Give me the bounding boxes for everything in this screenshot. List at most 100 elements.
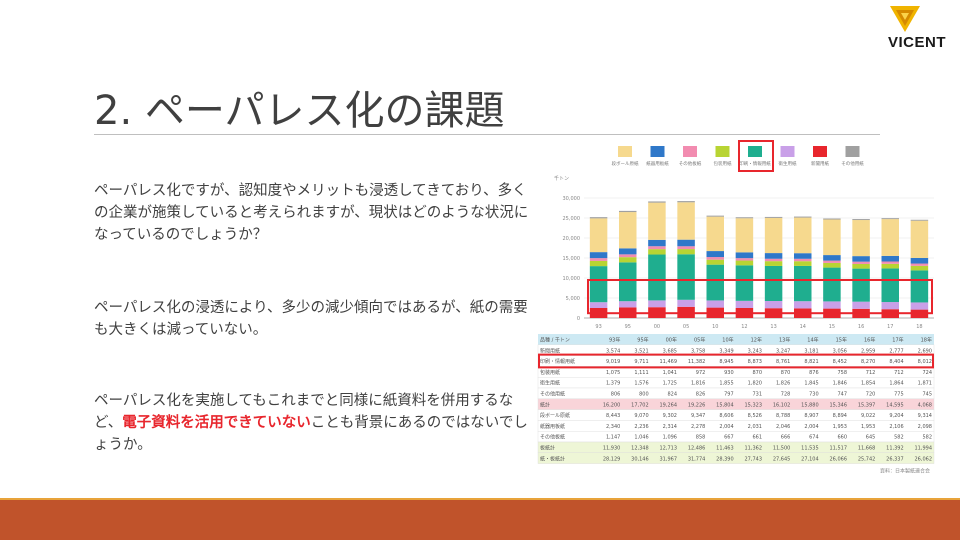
bar-segment xyxy=(735,252,754,259)
bar-segment xyxy=(648,246,666,250)
table-cell: 1,111 xyxy=(634,370,648,376)
table-cell: 11,469 xyxy=(660,359,678,365)
legend-label: 印刷・情報用紙 xyxy=(739,160,771,167)
bar-segment xyxy=(910,265,929,271)
table-cell: 28,390 xyxy=(716,456,734,462)
bar-segment xyxy=(706,251,724,258)
x-tick-label: 15 xyxy=(829,324,835,330)
table-header-cell: 05年 xyxy=(694,337,705,344)
table-cell: 728 xyxy=(781,392,791,398)
table-cell: 28,129 xyxy=(603,456,621,462)
bar-segment xyxy=(881,263,899,269)
table-cell: 2,098 xyxy=(918,424,932,430)
y-tick-label: 20,000 xyxy=(563,236,581,242)
y-tick-label: 30,000 xyxy=(563,196,581,202)
legend-swatch xyxy=(813,146,827,157)
table-cell: 8,788 xyxy=(776,413,790,419)
x-tick-label: 00 xyxy=(654,324,660,330)
bar-segment xyxy=(677,202,695,240)
legend-swatch xyxy=(650,146,665,157)
bar-segment xyxy=(619,248,637,255)
table-cell: 9,711 xyxy=(634,359,648,365)
legend-label: その他板紙 xyxy=(679,160,702,167)
y-axis-label: 千トン xyxy=(554,175,569,182)
bar-segment xyxy=(823,219,841,256)
bar-segment xyxy=(619,210,637,213)
legend-swatch xyxy=(683,146,697,157)
table-cell: 11,463 xyxy=(716,446,734,452)
paragraph-3-highlight: 電子資料を活用できていない xyxy=(122,415,311,431)
table-cell: 2,314 xyxy=(663,424,677,430)
table-header-cell: 10年 xyxy=(722,337,733,344)
table-cell: 9,019 xyxy=(606,359,620,365)
bar-segment xyxy=(589,218,608,253)
table-cell: 3,247 xyxy=(776,348,790,354)
x-tick-label: 95 xyxy=(625,324,631,330)
table-cell: 1,576 xyxy=(634,381,648,387)
bar-segment xyxy=(764,258,783,262)
table-cell: 8,012 xyxy=(918,359,932,365)
table-cell: 26,066 xyxy=(830,456,848,462)
bar-segment xyxy=(619,254,637,258)
table-cell: 11,382 xyxy=(688,359,706,365)
table-header-cell: 00年 xyxy=(666,337,677,344)
bar-segment xyxy=(823,218,841,220)
legend-swatch xyxy=(715,146,730,157)
table-cell: 1,041 xyxy=(663,370,677,376)
x-tick-label: 14 xyxy=(800,324,806,330)
table-cell: 876 xyxy=(809,370,819,376)
table-cell: 15,804 xyxy=(716,402,734,408)
bar-segment xyxy=(589,258,608,261)
bar-segment xyxy=(910,220,929,258)
paragraph-3-after: ことも背景にあるのではないでしょうか。 xyxy=(94,415,528,453)
bar-segment xyxy=(823,255,841,261)
table-cell: 1,855 xyxy=(719,381,733,387)
table-cell: 1,864 xyxy=(889,381,903,387)
table-cell: 2,004 xyxy=(719,424,733,430)
table-cell: 12,486 xyxy=(688,446,706,452)
table-cell: 720 xyxy=(866,392,876,398)
table-cell: 806 xyxy=(611,392,621,398)
bar-segment xyxy=(794,253,812,259)
table-cell: 15,323 xyxy=(745,402,763,408)
table-highlight-box xyxy=(538,353,934,369)
table-cell: 16,200 xyxy=(603,402,621,408)
bar-segment xyxy=(794,265,812,302)
table-cell: 3,574 xyxy=(606,348,620,354)
table-cell: 31,967 xyxy=(660,456,678,462)
bar-segment xyxy=(852,256,870,262)
legend-label: 包装用紙 xyxy=(714,160,732,167)
table-cell: 12,348 xyxy=(631,446,649,452)
bar-segment xyxy=(823,260,841,263)
logo-text: VICENT xyxy=(888,34,947,51)
bar-segment xyxy=(677,239,695,247)
bar-segment xyxy=(852,219,870,221)
bar-segment xyxy=(706,215,724,217)
bar-segment xyxy=(677,246,695,250)
bar-segment xyxy=(735,260,754,266)
x-tick-label: 05 xyxy=(683,324,689,330)
bar-segment xyxy=(648,202,666,240)
bar-segment xyxy=(735,218,754,253)
table-cell: 8,873 xyxy=(748,359,762,365)
table-cell: 8,270 xyxy=(861,359,875,365)
table-cell: 712 xyxy=(894,370,904,376)
title-divider xyxy=(94,134,880,135)
bar-segment xyxy=(881,219,899,256)
bar-segment xyxy=(794,216,812,218)
table-header-cell: 16年 xyxy=(864,337,875,344)
table-cell: 730 xyxy=(809,392,819,398)
paragraph-3-before: ペーパレス化を実施してもこれまでと同様に紙資料を併用するなど、 xyxy=(94,393,514,431)
table-cell: 724 xyxy=(922,370,932,376)
table-cell: 1,846 xyxy=(833,381,847,387)
table-cell: 11,930 xyxy=(603,446,621,452)
bar-segment xyxy=(852,220,870,257)
bar-segment xyxy=(706,264,724,301)
table-cell: 11,392 xyxy=(886,446,904,452)
bar-segment xyxy=(735,300,754,308)
bar-segment xyxy=(881,302,899,310)
table-cell: 745 xyxy=(922,392,932,398)
table-cell: 27,104 xyxy=(801,456,819,462)
table-cell: 8,404 xyxy=(889,359,903,365)
table-cell: 1,820 xyxy=(748,381,762,387)
